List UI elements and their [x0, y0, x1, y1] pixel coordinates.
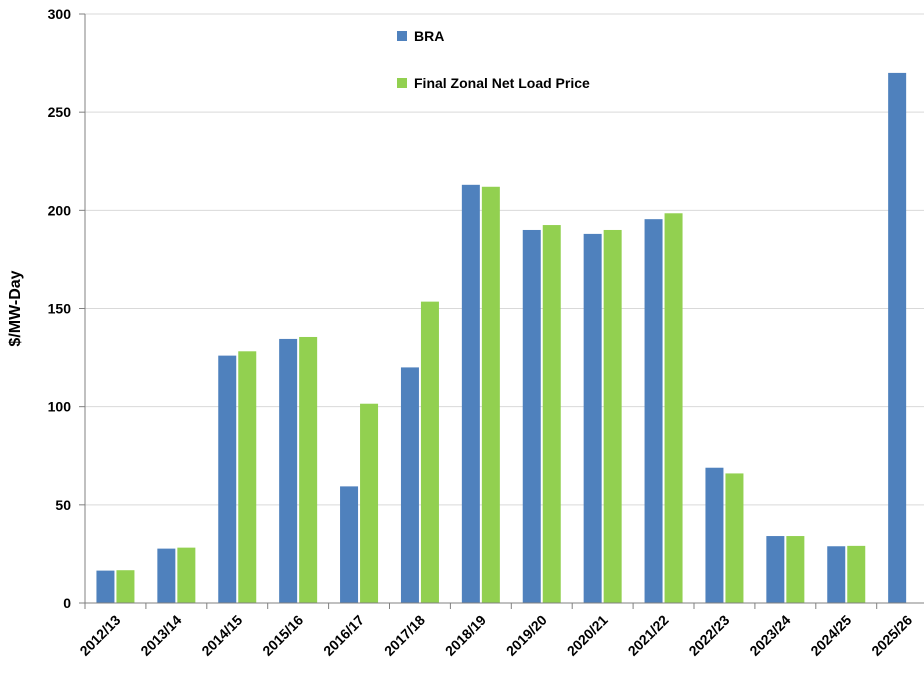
bar-final-zonal-net-load-price — [603, 229, 622, 603]
x-ticks: 2012/13 2013/14 2014/15 2015/16 2016/17 2017/… — [76, 603, 915, 659]
bar-final-zonal-net-load-price — [481, 186, 500, 604]
y-tick-label: 250 — [48, 104, 72, 120]
bar-bra — [157, 548, 176, 603]
x-tick-label: 2014/15 — [198, 612, 245, 659]
legend-label: BRA — [414, 28, 444, 44]
bar-bra — [766, 536, 785, 603]
y-axis-title: $/MW-Day — [7, 270, 24, 346]
bar-bra — [461, 184, 480, 603]
bar-bra — [340, 486, 359, 603]
legend-swatch — [397, 78, 407, 88]
y-tick-label: 150 — [48, 301, 72, 317]
bar-final-zonal-net-load-price — [420, 301, 439, 603]
x-tick-label: 2025/26 — [868, 612, 915, 659]
y-tick-label: 300 — [48, 6, 72, 22]
bar-bra — [218, 355, 237, 603]
y-tick-label: 200 — [48, 202, 72, 218]
bar-final-zonal-net-load-price — [786, 536, 805, 603]
bar-final-zonal-net-load-price — [664, 213, 683, 604]
bar-final-zonal-net-load-price — [725, 473, 744, 603]
y-tick-label: 50 — [55, 497, 71, 513]
bar-bra — [644, 219, 663, 603]
bar-bra — [279, 338, 298, 603]
x-tick-label: 2017/18 — [381, 612, 428, 659]
legend: BRA Final Zonal Net Load Price — [397, 28, 590, 91]
bar-bra — [583, 233, 602, 604]
legend-label: Final Zonal Net Load Price — [414, 75, 590, 91]
bar-final-zonal-net-load-price — [360, 403, 379, 603]
bar-final-zonal-net-load-price — [116, 570, 135, 603]
bar-bra — [705, 467, 724, 603]
bar-final-zonal-net-load-price — [542, 225, 561, 603]
bars — [96, 72, 907, 604]
legend-swatch — [397, 31, 407, 41]
x-tick-label: 2023/24 — [746, 612, 793, 659]
bar-bra — [96, 570, 115, 603]
x-tick-label: 2022/23 — [685, 612, 732, 659]
bar-final-zonal-net-load-price — [177, 547, 196, 603]
x-tick-label: 2012/13 — [76, 612, 123, 659]
y-tick-label: 0 — [63, 595, 71, 611]
y-ticks: 0 50 100 150 200 250 300 — [48, 6, 85, 611]
bar-final-zonal-net-load-price — [847, 545, 866, 603]
y-tick-label: 100 — [48, 399, 72, 415]
x-tick-label: 2016/17 — [320, 612, 367, 659]
x-tick-label: 2015/16 — [259, 612, 306, 659]
x-tick-label: 2018/19 — [442, 612, 489, 659]
bar-bra — [827, 546, 846, 603]
bar-final-zonal-net-load-price — [299, 336, 318, 603]
x-tick-label: 2024/25 — [807, 612, 854, 659]
x-tick-label: 2020/21 — [564, 612, 611, 659]
bar-bra — [888, 72, 907, 603]
x-tick-label: 2019/20 — [503, 612, 550, 659]
bar-final-zonal-net-load-price — [238, 351, 257, 603]
bar-bra — [400, 367, 419, 603]
x-tick-label: 2013/14 — [137, 612, 184, 659]
x-tick-label: 2021/22 — [625, 612, 672, 659]
bar-bra — [522, 229, 541, 603]
